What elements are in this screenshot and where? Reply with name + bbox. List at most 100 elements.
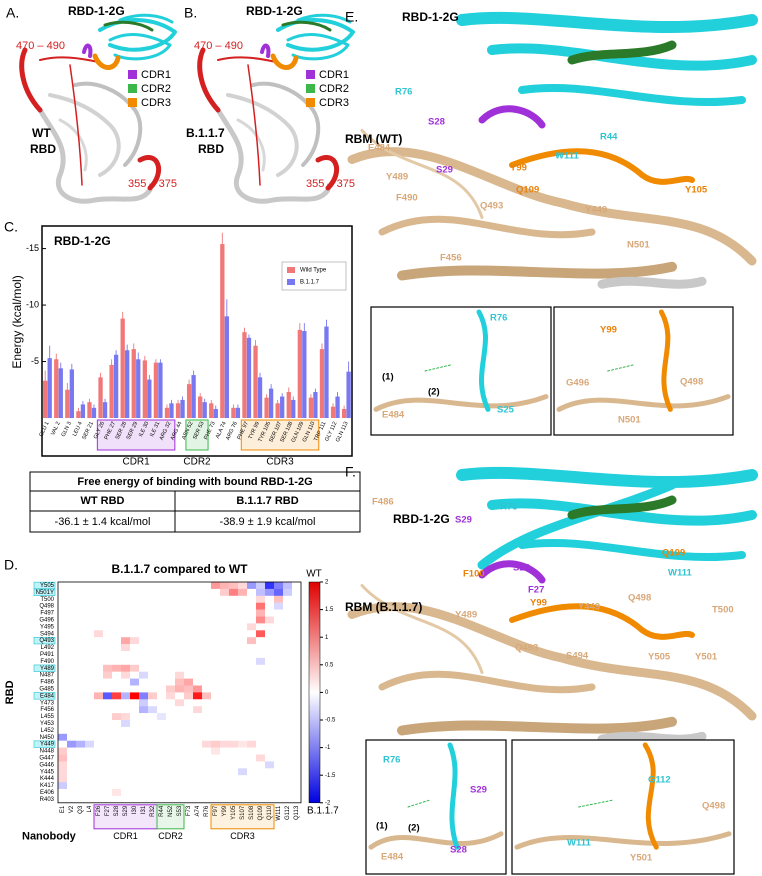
heatmap-cell [292,713,302,721]
heatmap-cell [256,671,266,679]
heatmap-cell [202,795,212,803]
heatmap-cell [121,678,131,686]
heatmap-cell [256,706,266,714]
y-tick-label: Y489 [40,666,55,672]
heatmap-cell [166,637,176,645]
plot-frame [57,581,302,804]
bar [80,404,86,418]
heatmap-cell [193,616,203,624]
heatmap-cell [76,630,86,638]
heatmap-cell [229,754,239,762]
ribbon [347,602,757,721]
heatmap-cell [193,623,203,631]
heatmap-cell [148,713,158,721]
table-frame [29,471,361,533]
heatmap-cell [58,630,68,638]
heatmap-cell [130,678,140,686]
heatmap-cell [238,595,248,603]
group-box [185,419,209,451]
x-tick-label: Y99 [222,805,228,816]
heatmap-cell [139,713,149,721]
heatmap-cell [220,699,230,707]
heatmap-cell [103,706,113,714]
heatmap-cell [94,664,104,672]
heatmap-cell [202,768,212,776]
heatmap-cell [157,713,167,721]
heatmap-cell [67,609,77,617]
heatmap-cell [166,754,176,762]
bar [113,354,119,418]
heatmap-cell [85,726,95,734]
heatmap-cell [67,588,77,596]
heatmap-cell [184,644,194,652]
y-tick-label: Q493 [39,638,54,644]
y-tick-label: F456 [40,707,54,713]
heatmap-cell [85,685,95,693]
heatmap-cell [292,795,302,803]
heatmap-cell [112,740,122,748]
residue-label: Y99 [600,325,617,336]
heatmap-cell [193,782,203,790]
heatmap-cell [139,699,149,707]
x-tick-label: Q113 [294,805,300,820]
ribbon [215,107,331,204]
y-tick-label: F490 [40,659,54,665]
x-tick-label: W111 [276,805,282,820]
ribbon [378,215,596,239]
heatmap-cell [229,699,239,707]
ribbon [447,742,460,850]
heatmap-cell [103,609,113,617]
heatmap-cell [229,706,239,714]
heatmap-cell [67,685,77,693]
heatmap-cell [202,595,212,603]
heatmap-cell [265,789,275,797]
heatmap-cell [202,616,212,624]
heatmap-cell [193,644,203,652]
x-tick-label: S28 [114,805,120,816]
heatmap-cell [211,630,221,638]
heatmap-cell [94,733,104,741]
heatmap-cell [274,747,284,755]
heatmap-cell [274,726,284,734]
heatmap-cell [220,616,230,624]
heatmap-cell [130,644,140,652]
heatmap-cell [112,623,122,631]
heatmap-cell [265,595,275,603]
group-box [96,419,176,451]
heatmap-cell [85,651,95,659]
bar [43,380,48,418]
heatmap-cell [130,747,140,755]
legend-label: Wild Type [300,268,327,274]
highlight-box [33,664,56,672]
heatmap-cell [238,754,248,762]
heatmap-cell [67,616,77,624]
heatmap-cell [211,651,221,659]
heatmap-cell [166,782,176,790]
heatmap-cell [274,678,284,686]
heatmap-cell [121,733,131,741]
heatmap-cell [211,595,221,603]
heatmap-cell [256,609,266,617]
heatmap-cell [202,657,212,665]
heatmap-cell [130,609,140,617]
structure-title: RBD-1-2G [68,4,125,18]
heatmap-cell [121,782,131,790]
heatmap-cell [157,740,167,748]
heatmap-cell [121,595,131,603]
region-label: 470 – 490 [16,40,65,52]
heatmap-cell [283,761,293,769]
heatmap-cell [265,588,275,596]
heatmap-cell [94,761,104,769]
heatmap-cell [130,782,140,790]
heatmap-cell [292,789,302,797]
ribbon [597,731,707,744]
structure-label: RBM (B.1.1.7) [345,600,422,614]
heatmap-cell [292,761,302,769]
heatmap-cell [112,754,122,762]
colorbar-tick-label: -0.5 [325,718,336,724]
residue-label: S25 [497,405,515,416]
heatmap-cell [76,768,86,776]
bar [335,396,340,418]
ribbon [567,40,677,65]
ribbon [58,118,88,172]
